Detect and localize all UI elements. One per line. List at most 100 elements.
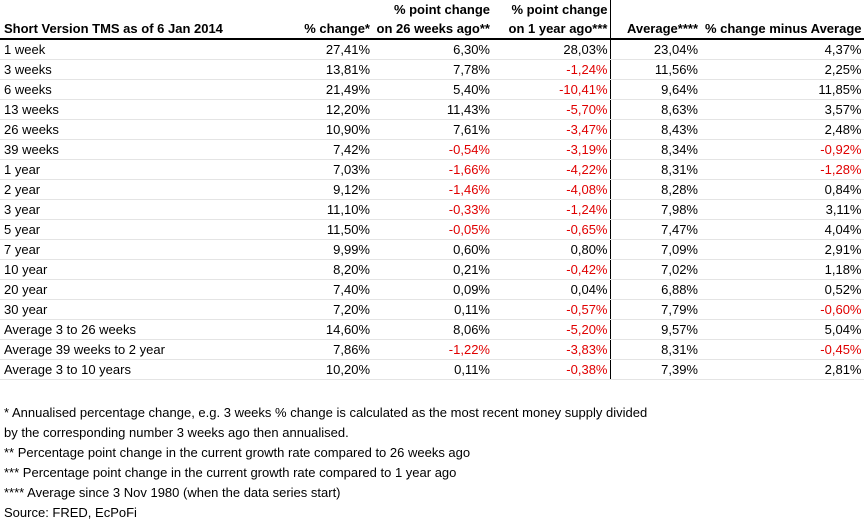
table-row: 13 weeks 12,20% 11,43% -5,70% 8,63% 3,57% (0, 99, 864, 120)
table-row: 2 year 9,12% -1,46% -4,08% 8,28% 0,84% (0, 179, 864, 200)
table-row: 20 year 7,40% 0,09% 0,04% 6,88% 0,52% (0, 279, 864, 300)
header-line: % change minus Average (704, 21, 862, 36)
summary-row: Average 39 weeks to 2 year 7,86% -1,22% -3,… (0, 339, 864, 360)
footnote: * Annualised percentage change, e.g. 3 w… (4, 405, 648, 420)
cell-value: 10,90% (270, 119, 372, 140)
table-row: 1 week 27,41% 6,30% 28,03% 23,04% 4,37% (0, 39, 864, 60)
cell-value: 28,03% (492, 39, 610, 60)
row-label: Average 3 to 26 weeks (0, 319, 270, 340)
row-label: 6 weeks (0, 79, 270, 100)
footnote: ** Percentage point change in the curren… (4, 445, 471, 460)
header-line: % point change (393, 2, 490, 17)
cell-value: 0,04% (492, 279, 610, 300)
table-row: 5 year 11,50% -0,05% -0,65% 7,47% 4,04% (0, 219, 864, 240)
cell-value: 0,11% (372, 299, 492, 320)
cell-value: -3,47% (492, 119, 610, 140)
cell-value: -1,46% (372, 179, 492, 200)
cell-value: -0,60% (700, 299, 864, 320)
row-label: 1 week (0, 39, 270, 60)
row-label: 1 year (0, 159, 270, 180)
cell-value: -0,38% (492, 359, 610, 380)
data-table: Short Version TMS as of 6 Jan 2014 % cha… (0, 0, 864, 380)
cell-value: 2,48% (700, 119, 864, 140)
cell-value: 3,57% (700, 99, 864, 120)
row-label: 30 year (0, 299, 270, 320)
cell-value: 14,60% (270, 319, 372, 340)
table-title: Short Version TMS as of 6 Jan 2014 (0, 0, 270, 40)
cell-value: 4,04% (700, 219, 864, 240)
cell-value: 11,10% (270, 199, 372, 220)
column-header: % change* (270, 0, 372, 40)
row-label: 3 year (0, 199, 270, 220)
cell-value: 0,60% (372, 239, 492, 260)
cell-value: 11,50% (270, 219, 372, 240)
row-label: Average 39 weeks to 2 year (0, 339, 270, 360)
footnote: by the corresponding number 3 weeks ago … (4, 425, 349, 440)
cell-value: 8,20% (270, 259, 372, 280)
header-line: on 26 weeks ago** (376, 21, 490, 36)
cell-value: 11,43% (372, 99, 492, 120)
cell-value: -1,66% (372, 159, 492, 180)
table-row: 30 year 7,20% 0,11% -0,57% 7,79% -0,60% (0, 299, 864, 320)
cell-value: 6,30% (372, 39, 492, 60)
cell-value: 8,31% (609, 159, 700, 180)
cell-value: 13,81% (270, 59, 372, 80)
cell-value: -4,08% (492, 179, 610, 200)
cell-value: 12,20% (270, 99, 372, 120)
row-label: 5 year (0, 219, 270, 240)
cell-value: 0,09% (372, 279, 492, 300)
column-header: Average**** (609, 0, 700, 40)
cell-value: 11,85% (700, 79, 864, 100)
row-label: 26 weeks (0, 119, 270, 140)
row-label: 10 year (0, 259, 270, 280)
cell-value: -0,45% (700, 339, 864, 360)
table-row: 7 year 9,99% 0,60% 0,80% 7,09% 2,91% (0, 239, 864, 260)
cell-value: 9,64% (609, 79, 700, 100)
cell-value: 7,42% (270, 139, 372, 160)
cell-value: -0,57% (492, 299, 610, 320)
cell-value: 7,61% (372, 119, 492, 140)
cell-value: -1,28% (700, 159, 864, 180)
cell-value: -1,24% (492, 59, 610, 80)
cell-value: 7,02% (609, 259, 700, 280)
row-label: 2 year (0, 179, 270, 200)
cell-value: 11,56% (609, 59, 700, 80)
cell-value: -1,22% (372, 339, 492, 360)
cell-value: 9,99% (270, 239, 372, 260)
table-row: 39 weeks 7,42% -0,54% -3,19% 8,34% -0,92% (0, 139, 864, 160)
row-label: 3 weeks (0, 59, 270, 80)
cell-value: -0,05% (372, 219, 492, 240)
cell-value: 3,11% (700, 199, 864, 220)
cell-value: 2,81% (700, 359, 864, 380)
table-row: 3 weeks 13,81% 7,78% -1,24% 11,56% 2,25% (0, 59, 864, 80)
cell-value: -4,22% (492, 159, 610, 180)
cell-value: 2,91% (700, 239, 864, 260)
cell-value: 7,78% (372, 59, 492, 80)
table-row: 1 year 7,03% -1,66% -4,22% 8,31% -1,28% (0, 159, 864, 180)
cell-value: 8,63% (609, 99, 700, 120)
cell-value: 9,57% (609, 319, 700, 340)
cell-value: 7,09% (609, 239, 700, 260)
cell-value: -0,42% (492, 259, 610, 280)
cell-value: 5,04% (700, 319, 864, 340)
column-header: % point change on 1 year ago*** (492, 0, 610, 40)
cell-value: 8,31% (609, 339, 700, 360)
cell-value: 7,03% (270, 159, 372, 180)
header-row: Short Version TMS as of 6 Jan 2014 % cha… (0, 0, 864, 40)
column-header: % point change on 26 weeks ago** (372, 0, 492, 40)
source: Source: FRED, EcPoFi (4, 505, 137, 520)
cell-value: 2,25% (700, 59, 864, 80)
cell-value: 7,39% (609, 359, 700, 380)
table-row: 3 year 11,10% -0,33% -1,24% 7,98% 3,11% (0, 199, 864, 220)
header-line: on 1 year ago*** (508, 21, 608, 36)
column-header: % change minus Average (700, 0, 864, 40)
cell-value: 0,21% (372, 259, 492, 280)
footnotes: * Annualised percentage change, e.g. 3 w… (4, 403, 647, 523)
table-row: 10 year 8,20% 0,21% -0,42% 7,02% 1,18% (0, 259, 864, 280)
cell-value: 8,28% (609, 179, 700, 200)
summary-row: Average 3 to 26 weeks 14,60% 8,06% -5,20% 9,… (0, 319, 864, 340)
footnote: **** Average since 3 Nov 1980 (when the … (4, 485, 341, 500)
cell-value: 8,34% (609, 139, 700, 160)
cell-value: -0,33% (372, 199, 492, 220)
